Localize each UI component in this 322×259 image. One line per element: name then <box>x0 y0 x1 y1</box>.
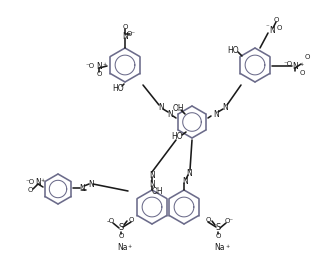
Text: ⁻: ⁻ <box>265 24 269 30</box>
Text: +: + <box>300 61 304 67</box>
Text: S: S <box>215 224 221 233</box>
Text: O: O <box>96 71 102 77</box>
Text: HO: HO <box>171 132 183 140</box>
Text: N: N <box>96 61 102 70</box>
Text: O: O <box>205 217 211 223</box>
Text: N: N <box>213 110 219 119</box>
Text: S: S <box>118 224 124 233</box>
Text: N: N <box>149 170 155 179</box>
Text: O⁻: O⁻ <box>127 31 136 37</box>
Text: N: N <box>186 169 192 177</box>
Text: Na: Na <box>215 243 225 253</box>
Text: N: N <box>149 179 155 189</box>
Text: O: O <box>122 24 128 30</box>
Text: Na: Na <box>118 243 128 253</box>
Text: N: N <box>292 61 298 70</box>
Text: N: N <box>222 103 228 112</box>
Text: +: + <box>128 243 132 248</box>
Text: +: + <box>103 61 107 67</box>
Text: O: O <box>304 54 310 60</box>
Text: O: O <box>273 17 279 23</box>
Text: N: N <box>88 179 94 189</box>
Text: OH: OH <box>172 104 184 112</box>
Text: +: + <box>226 243 230 248</box>
Text: N: N <box>182 176 188 185</box>
Text: O: O <box>118 233 124 239</box>
Text: OH: OH <box>151 186 163 196</box>
Text: ⁻O: ⁻O <box>25 179 34 185</box>
Text: N: N <box>79 183 85 192</box>
Text: O: O <box>215 233 221 239</box>
Text: O: O <box>27 187 33 193</box>
Text: O: O <box>128 217 134 223</box>
Text: O⁻: O⁻ <box>224 218 233 224</box>
Text: HO: HO <box>112 83 124 92</box>
Text: N: N <box>269 25 275 34</box>
Text: ⁻O: ⁻O <box>85 63 95 69</box>
Text: ⁻O: ⁻O <box>283 61 293 67</box>
Text: +: + <box>41 177 45 183</box>
Text: N: N <box>167 110 173 119</box>
Text: O: O <box>299 70 305 76</box>
Text: N: N <box>158 103 164 112</box>
Text: O: O <box>276 25 282 31</box>
Text: N: N <box>35 177 41 186</box>
Text: -O: -O <box>107 218 115 224</box>
Text: N: N <box>122 32 128 40</box>
Text: HO: HO <box>227 46 239 54</box>
